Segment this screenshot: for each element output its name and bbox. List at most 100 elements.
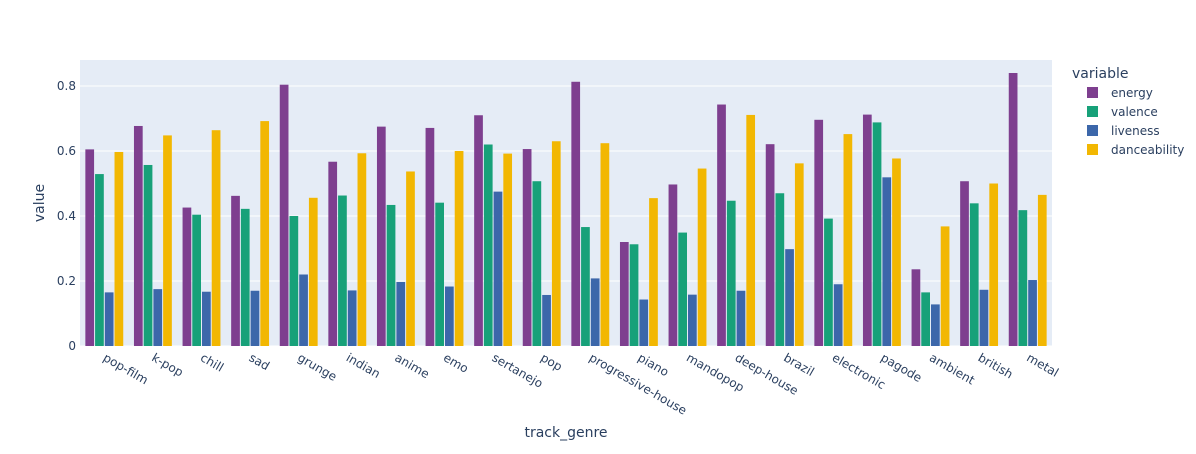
bar-valence-indian[interactable] — [338, 195, 347, 346]
bar-liveness-sad[interactable] — [250, 290, 260, 346]
bar-liveness-sertanejo[interactable] — [493, 191, 503, 346]
bar-liveness-electronic[interactable] — [833, 284, 843, 346]
bar-liveness-grunge[interactable] — [299, 274, 308, 347]
bar-energy-grunge[interactable] — [279, 84, 289, 346]
bar-valence-brazil[interactable] — [775, 193, 785, 346]
x-tick-label: grunge — [295, 350, 339, 384]
bar-valence-emo[interactable] — [435, 202, 444, 346]
bar-danceability-k-pop[interactable] — [163, 135, 172, 346]
bar-danceability-pagode[interactable] — [892, 158, 901, 346]
bar-danceability-sertanejo[interactable] — [503, 153, 513, 346]
bar-energy-ambient[interactable] — [911, 269, 921, 346]
bar-liveness-deep-house[interactable] — [736, 290, 746, 346]
bar-valence-grunge[interactable] — [289, 216, 299, 346]
bar-danceability-sad[interactable] — [260, 121, 270, 346]
legend-item-danceability[interactable]: danceability — [1087, 143, 1184, 157]
bar-valence-pop-film[interactable] — [95, 174, 104, 346]
bar-danceability-grunge[interactable] — [308, 197, 318, 346]
bar-danceability-metal[interactable] — [1037, 194, 1047, 346]
bar-liveness-piano[interactable] — [639, 299, 649, 346]
bar-energy-deep-house[interactable] — [717, 104, 726, 347]
bar-energy-sad[interactable] — [231, 195, 240, 346]
bar-danceability-anime[interactable] — [406, 171, 415, 346]
bar-danceability-progressive-house[interactable] — [600, 143, 610, 346]
bar-energy-progressive-house[interactable] — [571, 81, 581, 347]
bar-liveness-brazil[interactable] — [785, 249, 794, 346]
bar-energy-chill[interactable] — [182, 207, 192, 346]
bar-energy-emo[interactable] — [425, 127, 435, 346]
bar-energy-anime[interactable] — [376, 126, 386, 346]
bar-valence-british[interactable] — [969, 203, 979, 346]
bar-energy-pagode[interactable] — [862, 114, 872, 346]
legend-swatch — [1087, 125, 1098, 136]
legend[interactable]: variable energy valence liveness danceabili… — [1072, 66, 1184, 157]
bar-liveness-chill[interactable] — [202, 291, 211, 346]
bar-energy-metal[interactable] — [1008, 73, 1018, 346]
x-tick-label: pop-film — [101, 350, 151, 387]
bar-valence-pop[interactable] — [532, 181, 542, 346]
bar-energy-electronic[interactable] — [814, 119, 824, 346]
legend-title: variable — [1072, 66, 1128, 82]
bar-liveness-ambient[interactable] — [931, 304, 940, 346]
bar-danceability-electronic[interactable] — [843, 134, 853, 346]
bar-valence-chill[interactable] — [192, 214, 201, 346]
bar-valence-sertanejo[interactable] — [483, 144, 493, 347]
bar-liveness-indian[interactable] — [347, 290, 357, 346]
x-tick-label: british — [976, 350, 1016, 381]
bar-valence-ambient[interactable] — [921, 292, 930, 346]
bar-liveness-mandopop[interactable] — [688, 294, 697, 346]
x-tick-label: ambient — [927, 350, 977, 387]
bar-energy-pop-film[interactable] — [85, 149, 95, 346]
bar-energy-indian[interactable] — [328, 161, 338, 346]
bar-valence-piano[interactable] — [629, 244, 639, 346]
bar-valence-mandopop[interactable] — [678, 232, 687, 346]
bar-valence-progressive-house[interactable] — [581, 227, 590, 346]
bar-valence-anime[interactable] — [386, 204, 396, 346]
bar-danceability-british[interactable] — [989, 183, 999, 347]
bar-valence-pagode[interactable] — [872, 122, 882, 347]
bar-danceability-emo[interactable] — [454, 151, 464, 346]
bar-danceability-pop[interactable] — [551, 141, 561, 346]
legend-item-liveness[interactable]: liveness — [1087, 124, 1160, 138]
bar-liveness-pop[interactable] — [542, 294, 551, 346]
x-tick-label: metal — [1024, 350, 1061, 379]
bar-liveness-metal[interactable] — [1028, 280, 1037, 346]
x-tick-label: brazil — [781, 350, 816, 379]
bar-danceability-piano[interactable] — [649, 198, 658, 346]
bars[interactable] — [85, 73, 1047, 347]
bar-danceability-pop-film[interactable] — [114, 151, 124, 346]
bar-liveness-k-pop[interactable] — [153, 289, 163, 346]
bar-danceability-ambient[interactable] — [940, 226, 950, 346]
bar-energy-mandopop[interactable] — [668, 184, 678, 346]
bar-liveness-anime[interactable] — [396, 281, 406, 346]
bar-energy-british[interactable] — [960, 181, 969, 346]
bar-liveness-pagode[interactable] — [882, 177, 892, 346]
x-tick-label: pop — [538, 350, 565, 373]
legend-item-valence[interactable]: valence — [1087, 105, 1158, 119]
bar-danceability-deep-house[interactable] — [746, 114, 756, 346]
bar-danceability-indian[interactable] — [357, 153, 367, 346]
bar-valence-metal[interactable] — [1018, 210, 1028, 346]
bar-energy-brazil[interactable] — [765, 144, 775, 346]
bar-valence-sad[interactable] — [240, 208, 250, 346]
bar-danceability-brazil[interactable] — [794, 163, 804, 346]
bar-valence-deep-house[interactable] — [726, 200, 736, 346]
bar-energy-sertanejo[interactable] — [474, 115, 483, 346]
bar-energy-pop[interactable] — [522, 149, 532, 346]
legend-item-energy[interactable]: energy — [1087, 86, 1153, 100]
bar-valence-k-pop[interactable] — [143, 164, 153, 346]
legend-items[interactable]: energy valence liveness danceability — [1087, 86, 1184, 157]
bar-valence-electronic[interactable] — [824, 218, 833, 346]
bar-liveness-progressive-house[interactable] — [590, 278, 600, 346]
bar-danceability-chill[interactable] — [211, 130, 221, 346]
bar-danceability-mandopop[interactable] — [697, 168, 707, 346]
bar-energy-piano[interactable] — [619, 242, 629, 346]
x-tick-label: piano — [635, 350, 671, 379]
bar-liveness-emo[interactable] — [445, 286, 454, 346]
legend-label: valence — [1111, 105, 1158, 119]
bar-energy-k-pop[interactable] — [133, 125, 143, 346]
bar-liveness-pop-film[interactable] — [104, 292, 114, 346]
bar-liveness-british[interactable] — [979, 289, 989, 346]
